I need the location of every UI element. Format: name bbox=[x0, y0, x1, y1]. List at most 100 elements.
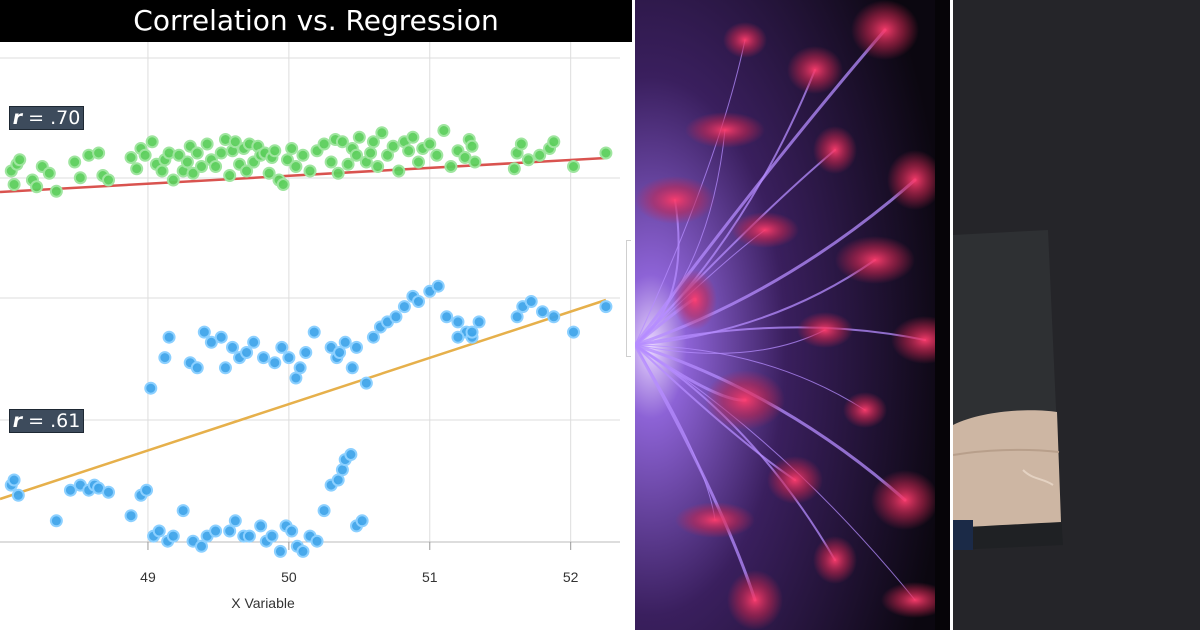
data-point bbox=[392, 164, 406, 178]
plasma-glow bbox=[767, 456, 823, 504]
plasma-glow bbox=[871, 470, 939, 530]
data-point bbox=[472, 315, 486, 329]
data-point bbox=[190, 361, 204, 375]
data-point bbox=[350, 148, 363, 162]
data-point bbox=[567, 325, 580, 339]
data-point bbox=[92, 146, 106, 160]
data-point bbox=[158, 351, 172, 365]
data-point bbox=[280, 153, 294, 167]
data-point bbox=[102, 173, 115, 187]
data-point bbox=[536, 305, 549, 319]
x-tick-label: 50 bbox=[281, 569, 297, 585]
data-point bbox=[228, 514, 242, 528]
plasma-tendril bbox=[635, 28, 887, 347]
data-point bbox=[317, 504, 331, 518]
data-point bbox=[444, 160, 458, 173]
data-point bbox=[209, 160, 223, 173]
data-point bbox=[547, 135, 561, 149]
data-point bbox=[218, 361, 232, 375]
data-point bbox=[7, 473, 21, 487]
panel-divider bbox=[632, 0, 635, 630]
data-point bbox=[440, 310, 454, 324]
data-point bbox=[310, 534, 324, 548]
data-point bbox=[176, 504, 190, 518]
data-point bbox=[242, 529, 256, 543]
scroll-handle[interactable] bbox=[626, 240, 631, 357]
data-point bbox=[195, 539, 208, 553]
data-point bbox=[350, 340, 363, 354]
plasma-tendril bbox=[635, 39, 746, 346]
data-point bbox=[375, 126, 389, 140]
plasma-glow bbox=[705, 370, 785, 430]
data-point bbox=[228, 135, 242, 149]
data-point bbox=[352, 130, 366, 144]
data-point bbox=[386, 139, 400, 153]
data-point bbox=[406, 130, 420, 144]
data-point bbox=[465, 139, 479, 153]
data-point bbox=[209, 524, 223, 538]
data-point bbox=[152, 524, 166, 538]
data-point bbox=[273, 544, 287, 558]
data-point bbox=[240, 164, 254, 178]
data-point bbox=[7, 178, 21, 191]
x-axis-label: X Variable bbox=[231, 595, 295, 611]
data-point bbox=[289, 160, 303, 173]
data-point bbox=[204, 335, 218, 349]
data-point bbox=[359, 376, 373, 390]
data-point bbox=[366, 135, 380, 149]
data-point bbox=[431, 279, 445, 293]
data-point bbox=[124, 151, 138, 164]
data-point bbox=[145, 135, 159, 149]
data-point bbox=[162, 330, 176, 344]
plasma-tendril bbox=[635, 344, 916, 601]
data-point bbox=[366, 330, 380, 344]
data-point bbox=[344, 448, 358, 461]
data-point bbox=[465, 325, 479, 339]
data-point bbox=[296, 148, 310, 162]
x-tick-label: 51 bbox=[422, 569, 438, 585]
data-point bbox=[547, 310, 561, 324]
data-point bbox=[68, 155, 82, 169]
plasma-glow bbox=[813, 126, 857, 174]
data-point bbox=[338, 335, 352, 349]
data-point bbox=[140, 483, 154, 497]
x-tick-label: 52 bbox=[563, 569, 579, 585]
data-point bbox=[223, 524, 237, 538]
data-point bbox=[13, 153, 27, 167]
data-point bbox=[275, 340, 289, 354]
dark-photo bbox=[953, 0, 1200, 630]
data-point bbox=[331, 166, 345, 180]
data-point bbox=[223, 169, 237, 182]
data-point bbox=[282, 351, 296, 365]
data-point bbox=[412, 155, 425, 169]
data-point bbox=[412, 295, 425, 308]
plasma-tendril bbox=[635, 344, 866, 411]
x-tick-label: 49 bbox=[140, 569, 156, 585]
data-point bbox=[144, 381, 158, 395]
plasma-glow bbox=[787, 46, 843, 94]
data-point bbox=[599, 300, 613, 314]
r-value: = .70 bbox=[22, 107, 81, 129]
plasma-tendril bbox=[635, 344, 836, 561]
data-point bbox=[247, 335, 261, 349]
plasma-glow bbox=[635, 176, 715, 224]
data-point bbox=[268, 144, 282, 158]
chart-title: Correlation vs. Regression bbox=[133, 4, 499, 37]
data-point bbox=[180, 155, 194, 169]
data-point bbox=[214, 146, 228, 160]
data-point bbox=[437, 124, 451, 137]
data-point bbox=[138, 148, 152, 162]
data-point bbox=[265, 529, 279, 543]
data-point bbox=[214, 330, 228, 344]
data-point bbox=[166, 529, 180, 543]
plasma-glow bbox=[723, 22, 767, 58]
data-point bbox=[42, 166, 56, 180]
plasma-glow bbox=[843, 392, 887, 428]
data-point bbox=[333, 346, 347, 359]
r-value: = .61 bbox=[22, 410, 81, 432]
data-point bbox=[190, 146, 204, 160]
data-point bbox=[197, 325, 211, 339]
data-point bbox=[451, 315, 465, 329]
chart-panel: 49 50 51 52 X Variable Correlation vs. Regre… bbox=[0, 0, 632, 611]
data-point bbox=[341, 157, 355, 171]
